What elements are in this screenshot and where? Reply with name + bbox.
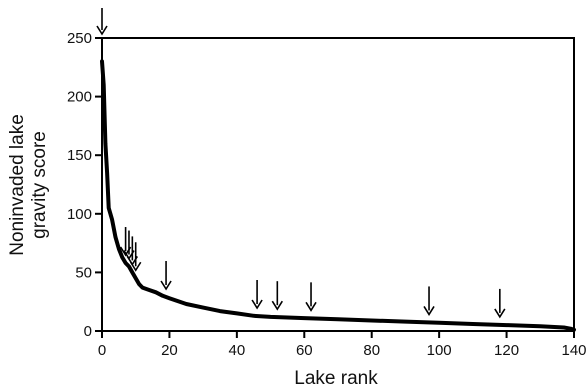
x-ticks: 0 20 40 60 80 100 120 140	[98, 331, 587, 359]
y-tick-label: 150	[67, 147, 92, 164]
x-tick-label: 0	[98, 342, 106, 359]
arrow-head	[423, 306, 435, 316]
arrow-head	[251, 299, 263, 310]
arrow-head	[130, 261, 142, 272]
x-tick-label: 140	[561, 342, 586, 359]
arrow-head	[494, 308, 506, 319]
x-tick-label: 120	[494, 342, 519, 359]
arrow-head	[305, 301, 317, 312]
invaded-lake-arrow	[305, 282, 317, 312]
invaded-lake-arrow	[251, 279, 263, 310]
plot-frame	[101, 37, 575, 332]
y-axis-title-line2: gravity score	[29, 131, 50, 239]
invaded-lake-arrow	[494, 288, 506, 319]
y-ticks: 0 50 100 150 200 250	[67, 30, 102, 340]
arrow-head	[96, 25, 108, 36]
y-tick-label: 50	[75, 264, 92, 281]
x-tick-label: 40	[229, 342, 246, 359]
y-tick-label: 100	[67, 206, 92, 223]
x-axis-title: Lake rank	[294, 368, 378, 387]
y-tick-label: 250	[67, 30, 92, 47]
x-tick-label: 80	[363, 342, 380, 359]
invaded-lake-arrow	[160, 261, 172, 291]
y-axis-title-line1: Noninvaded lake	[7, 114, 28, 256]
invaded-lake-arrow	[130, 242, 142, 272]
x-tick-label: 100	[427, 342, 452, 359]
invaded-lake-arrow	[271, 281, 283, 311]
invaded-lake-arrows	[96, 8, 506, 319]
x-tick-label: 60	[296, 342, 313, 359]
invaded-lake-arrow	[423, 286, 435, 316]
axes	[101, 37, 575, 332]
arrow-head	[271, 300, 283, 311]
y-tick-label: 0	[84, 323, 92, 340]
y-tick-label: 200	[67, 89, 92, 106]
arrow-head	[160, 280, 172, 291]
gravity-score-line	[100, 59, 576, 332]
invaded-lake-arrow	[96, 8, 108, 36]
x-tick-label: 20	[161, 342, 178, 359]
